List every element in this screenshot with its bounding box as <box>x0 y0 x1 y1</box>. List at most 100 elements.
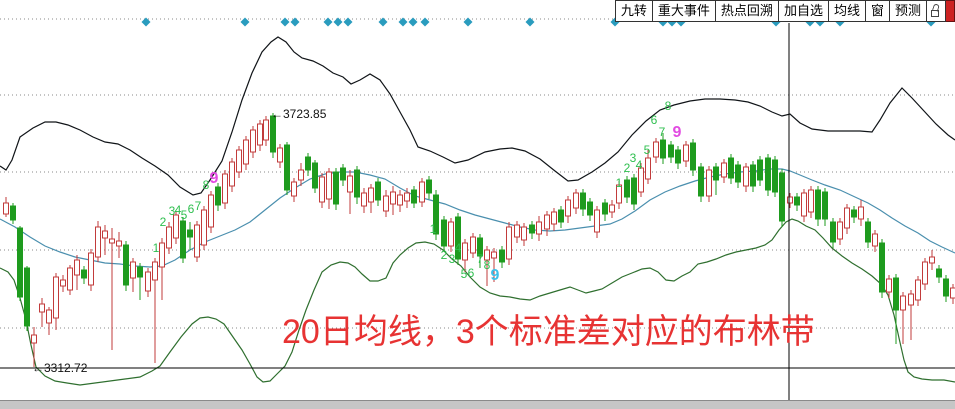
bottom-scrollbar[interactable] <box>0 400 955 409</box>
candle[interactable] <box>326 168 332 209</box>
candle[interactable] <box>88 249 94 291</box>
candle[interactable] <box>529 221 535 239</box>
candle[interactable] <box>683 141 689 167</box>
candle[interactable] <box>660 133 666 164</box>
candle[interactable] <box>631 174 637 210</box>
candle[interactable] <box>830 218 836 248</box>
candle[interactable] <box>750 161 756 192</box>
candle[interactable] <box>851 206 857 223</box>
candle[interactable] <box>616 181 622 209</box>
candle[interactable] <box>354 166 360 204</box>
toolbar-button-7[interactable]: 预测 <box>888 0 927 22</box>
candle[interactable] <box>305 153 311 176</box>
candle[interactable] <box>397 190 403 212</box>
candle[interactable] <box>594 206 600 238</box>
candle[interactable] <box>284 142 290 195</box>
toolbar-button-5[interactable]: 均线 <box>827 0 866 22</box>
candle[interactable] <box>844 204 850 234</box>
candle[interactable] <box>609 200 615 218</box>
diamond-marker[interactable] <box>420 17 430 27</box>
diamond-marker[interactable] <box>343 17 353 27</box>
candle[interactable] <box>340 164 346 186</box>
lock-button[interactable] <box>926 0 946 22</box>
candle[interactable] <box>900 292 906 344</box>
candle[interactable] <box>130 258 136 292</box>
candle[interactable] <box>208 191 214 233</box>
candle[interactable] <box>215 183 221 211</box>
candle[interactable] <box>506 222 512 265</box>
candle[interactable] <box>470 233 476 258</box>
toolbar-button-1[interactable]: 九转 <box>614 0 653 22</box>
candle[interactable] <box>24 266 30 331</box>
candle[interactable] <box>624 176 630 203</box>
candle[interactable] <box>53 273 59 330</box>
diamond-marker[interactable] <box>240 17 250 27</box>
candle[interactable] <box>558 206 564 228</box>
diamond-marker[interactable] <box>290 17 300 27</box>
toolbar-button-3[interactable]: 热点回溯 <box>714 0 779 22</box>
candle[interactable] <box>779 169 785 227</box>
candle[interactable] <box>484 246 490 286</box>
candle[interactable] <box>368 184 374 213</box>
candle[interactable] <box>514 221 520 243</box>
candle[interactable] <box>675 146 681 169</box>
candle[interactable] <box>573 189 579 214</box>
candle[interactable] <box>419 178 425 207</box>
candle[interactable] <box>922 258 928 290</box>
candle[interactable] <box>794 193 800 211</box>
candle[interactable] <box>277 144 283 168</box>
candle[interactable] <box>728 154 734 184</box>
candle[interactable] <box>544 211 550 236</box>
candle[interactable] <box>772 156 778 197</box>
candle[interactable] <box>448 218 454 252</box>
candle[interactable] <box>879 239 885 298</box>
candle[interactable] <box>441 216 447 252</box>
diamond-marker[interactable] <box>141 17 151 27</box>
candle[interactable] <box>950 284 955 304</box>
candle[interactable] <box>229 158 235 192</box>
candle[interactable] <box>886 275 892 298</box>
candle[interactable] <box>250 126 256 158</box>
candle[interactable] <box>743 163 749 192</box>
candle[interactable] <box>243 136 249 170</box>
candle[interactable] <box>706 166 712 202</box>
diamond-marker[interactable] <box>333 17 343 27</box>
diamond-marker[interactable] <box>398 17 408 27</box>
candle[interactable] <box>31 327 37 367</box>
candle[interactable] <box>95 221 101 262</box>
diamond-marker[interactable] <box>463 17 473 27</box>
candle[interactable] <box>587 198 593 221</box>
toolbar-button-2[interactable]: 重大事件 <box>651 0 716 22</box>
candle[interactable] <box>908 290 914 340</box>
candle[interactable] <box>116 232 122 258</box>
candle[interactable] <box>201 206 207 250</box>
candle[interactable] <box>39 298 45 327</box>
candle[interactable] <box>491 248 497 282</box>
candle[interactable] <box>109 228 115 350</box>
diamond-marker[interactable] <box>280 17 290 27</box>
candle[interactable] <box>3 197 9 217</box>
candle[interactable] <box>383 190 389 217</box>
candle[interactable] <box>521 223 527 246</box>
candle[interactable] <box>735 161 741 188</box>
candle[interactable] <box>801 189 807 222</box>
candle[interactable] <box>333 168 339 210</box>
candle[interactable] <box>298 163 304 186</box>
diamond-marker[interactable] <box>323 17 333 27</box>
candle[interactable] <box>263 116 269 146</box>
candle[interactable] <box>74 255 80 290</box>
candle[interactable] <box>347 170 353 214</box>
candle[interactable] <box>837 218 843 245</box>
candle[interactable] <box>668 141 674 163</box>
candle[interactable] <box>822 188 828 226</box>
diamond-marker[interactable] <box>525 17 535 27</box>
candle[interactable] <box>361 188 367 213</box>
candle[interactable] <box>426 176 432 199</box>
candle[interactable] <box>765 154 771 196</box>
candle[interactable] <box>690 139 696 176</box>
candle[interactable] <box>872 230 878 252</box>
candle[interactable] <box>46 307 52 335</box>
candle[interactable] <box>312 160 318 193</box>
candle[interactable] <box>173 211 179 244</box>
